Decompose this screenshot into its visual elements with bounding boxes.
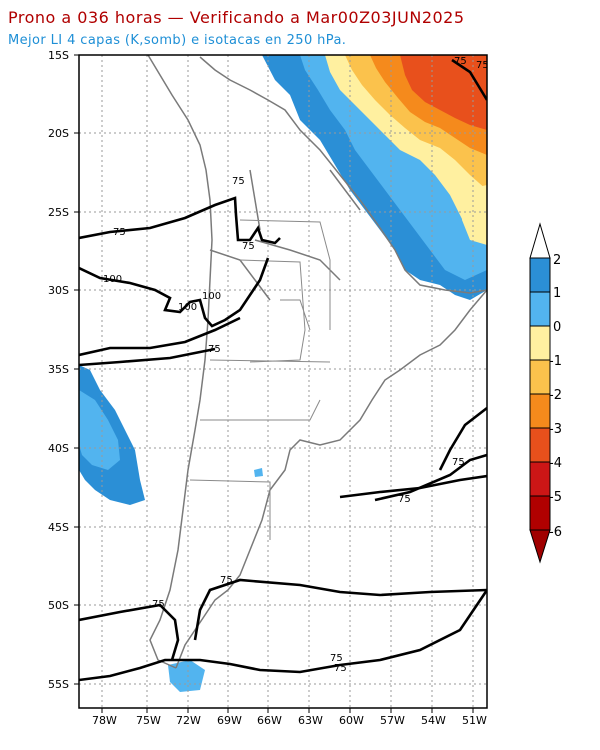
lat-label: 50S: [48, 599, 69, 612]
colorbar-label: -5: [549, 490, 562, 505]
isotach-label: 75: [152, 599, 165, 610]
colorbar-arrow-bottom: [529, 529, 551, 564]
lon-label: 54W: [421, 714, 446, 727]
colorbar-segment: [529, 393, 551, 429]
lon-label: 69W: [217, 714, 242, 727]
li-field-yellow-east: [462, 185, 487, 245]
graticule: [79, 55, 487, 708]
map-title: Prono a 036 horas — Verificando a Mar00Z…: [8, 8, 465, 27]
lon-label: 51W: [462, 714, 487, 727]
colorbar-labels: 2 1 0 -1 -2 -3 -4 -5 -6: [549, 253, 562, 540]
lon-label: 57W: [380, 714, 405, 727]
isotach-label: 75: [242, 241, 255, 252]
isotach-label: 75: [330, 653, 343, 664]
colorbar-segment: [529, 257, 551, 293]
lon-label: 75W: [136, 714, 161, 727]
lat-ticks: [74, 54, 79, 685]
isotach-label: 75: [220, 575, 233, 586]
colorbar-segment: [529, 461, 551, 497]
lat-label: 55S: [48, 678, 69, 691]
lat-label: 35S: [48, 363, 69, 376]
longitude-axis: 78W 75W 72W 69W 66W 63W 60W 57W 54W 51W: [92, 714, 487, 727]
lon-label: 78W: [92, 714, 117, 727]
colorbar-label: 1: [553, 286, 561, 301]
lon-ticks: [101, 708, 474, 713]
colorbar-label: -2: [549, 388, 562, 403]
map-subtitle: Mejor LI 4 capas (K,somb) e isotacas en …: [8, 33, 347, 48]
provincial-borders: [189, 219, 331, 540]
isotach-label: 75: [334, 663, 347, 674]
colorbar-label: -4: [549, 456, 562, 471]
map-frame: [78, 54, 488, 709]
colorbar-segment: [529, 427, 551, 463]
isotach-label: 75: [113, 227, 126, 238]
isotach-label: 75: [232, 176, 245, 187]
colorbar: [529, 222, 551, 564]
lon-label: 63W: [298, 714, 323, 727]
latitude-axis: 15S 20S 25S 30S 35S 40S 45S 50S 55S: [48, 49, 69, 691]
colorbar-label: -3: [549, 422, 562, 437]
lat-label: 40S: [48, 442, 69, 455]
lat-label: 15S: [48, 49, 69, 62]
lat-label: 25S: [48, 206, 69, 219]
li-field-redorange: [400, 55, 487, 130]
colorbar-segment: [529, 325, 551, 361]
colorbar-label: -1: [549, 354, 562, 369]
isotach-label: 100: [178, 302, 197, 313]
lat-label: 45S: [48, 521, 69, 534]
isotach-label: 75: [398, 494, 411, 505]
isotach-label: 100: [103, 274, 122, 285]
isotach-contours: [79, 58, 487, 682]
lat-label: 30S: [48, 284, 69, 297]
isotach-label: 75: [452, 457, 465, 468]
isotach-label: 100: [202, 291, 221, 302]
colorbar-segment: [529, 495, 551, 531]
isotach-label: 75: [454, 56, 467, 67]
colorbar-arrow-top: [529, 222, 551, 259]
lat-label: 20S: [48, 127, 69, 140]
isotach-label: 75: [208, 344, 221, 355]
colorbar-segment: [529, 291, 551, 327]
colorbar-label: 2: [553, 253, 561, 268]
li-field-patch-small: [254, 468, 263, 477]
colorbar-label: -6: [549, 525, 562, 540]
isotach-label: 75: [476, 60, 489, 71]
lon-label: 60W: [339, 714, 364, 727]
li-field-pacific-lightblue: [79, 390, 120, 470]
colorbar-label: 0: [553, 320, 561, 335]
colorbar-segment: [529, 359, 551, 395]
isotach-labels: 75 75 75 100 100 100 75 75 75 75 75 75 7…: [103, 56, 489, 674]
lon-label: 66W: [257, 714, 282, 727]
lon-label: 72W: [176, 714, 201, 727]
